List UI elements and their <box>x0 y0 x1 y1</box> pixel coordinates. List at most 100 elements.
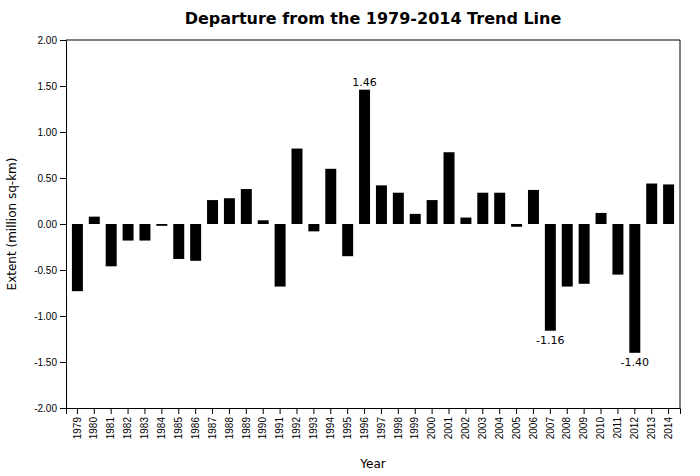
x-tick-mark <box>128 408 129 414</box>
bar <box>579 224 590 284</box>
bar <box>596 213 607 224</box>
x-tick-mark <box>144 408 145 414</box>
y-tick: 0.50 <box>38 173 66 184</box>
y-axis: -2.00-1.50-1.00-0.500.000.501.001.502.00 <box>34 35 66 414</box>
x-tick: 2010 <box>595 408 606 439</box>
x-tick: 1989 <box>241 408 252 439</box>
x-axis-title: Year <box>359 457 385 471</box>
x-tick-label: 1994 <box>325 417 336 440</box>
x-tick-label: 2001 <box>443 417 454 440</box>
y-tick: 2.00 <box>38 35 66 46</box>
bar <box>646 184 657 224</box>
frame-top <box>66 40 680 41</box>
x-tick-label: 1988 <box>224 417 235 440</box>
annotation: -1.40 <box>621 356 649 369</box>
x-tick-mark <box>313 408 314 414</box>
bar <box>444 152 455 224</box>
x-tick-mark <box>364 408 365 414</box>
bar <box>663 184 674 224</box>
x-tick: 2001 <box>443 408 454 439</box>
bar <box>156 224 167 226</box>
x-tick-label: 2009 <box>578 417 589 440</box>
x-tick-mark <box>280 408 281 414</box>
bar <box>291 149 302 224</box>
x-tick: 1979 <box>72 408 83 439</box>
x-tick: 1998 <box>393 408 404 439</box>
x-tick-mark <box>465 408 466 414</box>
frame-right <box>680 40 681 408</box>
bar <box>427 200 438 224</box>
x-tick-mark <box>246 408 247 414</box>
x-tick: 2008 <box>561 408 572 439</box>
x-tick-mark <box>195 408 196 414</box>
y-tick-label: 0.00 <box>38 219 58 230</box>
x-tick-label: 2008 <box>561 417 572 440</box>
bar <box>123 224 134 241</box>
bar <box>528 190 539 224</box>
x-tick-label: 2014 <box>663 417 674 440</box>
x-tick-label: 1998 <box>393 417 404 440</box>
x-tick: 1987 <box>207 408 218 439</box>
bars <box>72 90 674 353</box>
x-axis: 1979198019811982198319841985198619871988… <box>67 408 681 439</box>
x-tick-label: 2004 <box>494 417 505 440</box>
x-tick-mark <box>617 408 618 414</box>
chart: -2.00-1.50-1.00-0.500.000.501.001.502.00… <box>0 0 700 476</box>
x-tick-label: 2012 <box>629 417 640 440</box>
x-tick-mark <box>533 408 534 414</box>
x-tick: 2009 <box>578 408 589 439</box>
bar <box>562 224 573 287</box>
y-axis-title: Extent (million sq-km) <box>5 158 19 291</box>
x-tick-mark <box>432 408 433 414</box>
x-tick-mark <box>634 408 635 414</box>
x-tick-mark <box>330 408 331 414</box>
y-tick-mark <box>60 224 66 225</box>
y-tick: 0.00 <box>38 219 66 230</box>
y-tick-mark <box>60 270 66 271</box>
y-tick: 1.00 <box>38 127 66 138</box>
x-tick: 1980 <box>88 408 99 439</box>
x-tick-mark <box>415 408 416 414</box>
x-tick-label: 1989 <box>241 417 252 440</box>
bar <box>342 224 353 256</box>
bar <box>477 193 488 224</box>
x-tick-mark <box>499 408 500 414</box>
x-tick-mark <box>296 408 297 414</box>
annotations: 1.46-1.16-1.40 <box>352 76 649 369</box>
x-tick-label: 2003 <box>477 417 488 440</box>
x-tick-label: 2011 <box>612 417 623 439</box>
x-tick-mark <box>584 408 585 414</box>
x-tick-label: 1991 <box>274 417 285 440</box>
x-tick: 1997 <box>376 408 387 439</box>
x-axis-line <box>67 409 681 415</box>
x-tick-mark <box>516 408 517 414</box>
y-tick: -1.00 <box>34 311 66 322</box>
x-tick: 1991 <box>274 408 285 439</box>
bar <box>325 169 336 224</box>
bar <box>511 224 522 227</box>
x-tick-mark <box>398 408 399 414</box>
x-tick: 1990 <box>257 408 268 439</box>
bar <box>308 224 319 231</box>
x-tick-label: 1987 <box>207 417 218 440</box>
y-tick-label: -1.00 <box>34 311 57 322</box>
bar <box>612 224 623 275</box>
y-tick: -1.50 <box>34 357 66 368</box>
x-tick-mark <box>212 408 213 414</box>
y-tick-mark <box>60 132 66 133</box>
x-tick-mark <box>550 408 551 414</box>
x-tick-mark <box>668 408 669 414</box>
plot: -2.00-1.50-1.00-0.500.000.501.001.502.00… <box>34 35 680 440</box>
y-tick-mark <box>60 40 66 41</box>
x-tick: 1986 <box>190 408 201 439</box>
bar <box>72 224 83 291</box>
x-tick-label: 1999 <box>409 417 420 440</box>
y-tick-label: -1.50 <box>34 357 57 368</box>
y-tick-mark <box>60 408 66 409</box>
y-tick-label: 2.00 <box>38 35 58 46</box>
x-tick-mark <box>601 408 602 414</box>
x-tick: 1985 <box>173 408 184 439</box>
x-tick-label: 2013 <box>646 417 657 440</box>
x-tick-label: 2010 <box>595 417 606 440</box>
x-tick-mark <box>651 408 652 414</box>
